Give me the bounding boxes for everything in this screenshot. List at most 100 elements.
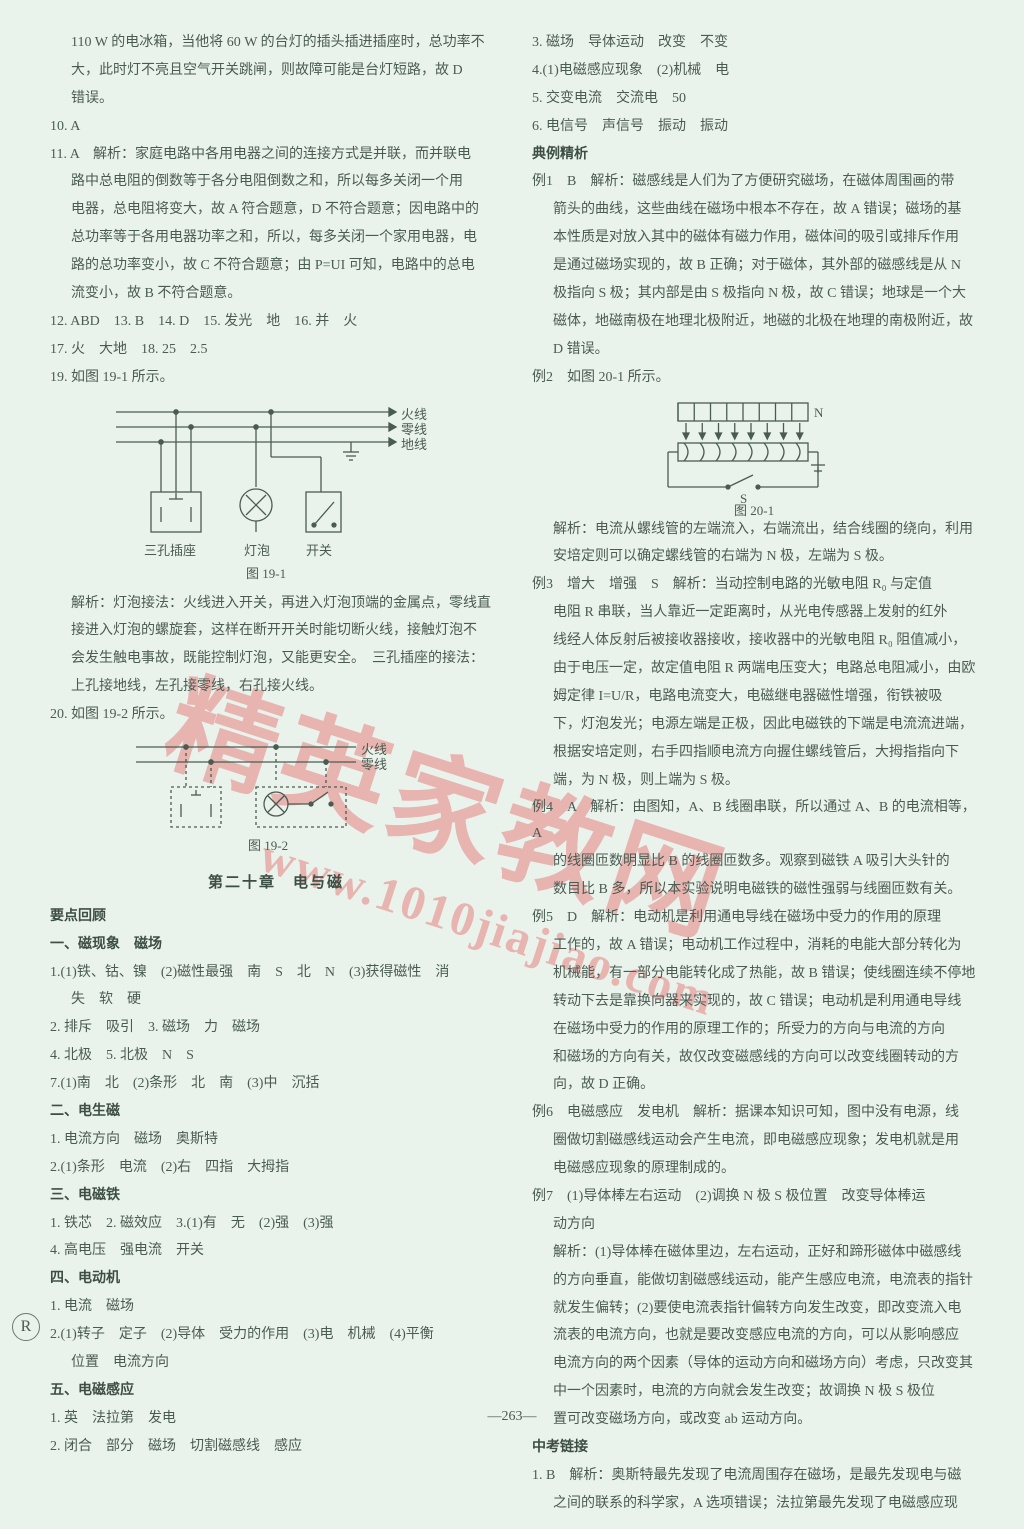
text-line: 安培定则可以确定螺线管的右端为 N 极，左端为 S 极。 bbox=[532, 544, 984, 570]
text-line: 大，此时灯不亮且空气开关跳闸，则故障可能是台灯短路，故 D bbox=[50, 58, 502, 84]
text-line: 端，为 N 极，则上端为 S 极。 bbox=[532, 768, 984, 794]
text-line: 三、电磁铁 bbox=[50, 1183, 502, 1209]
text-line: 线经人体反射后被接收器接收，接收器中的光敏电阻 R₀ 阻值减小， bbox=[532, 628, 984, 654]
text-line: 电磁感应现象的原理制成的。 bbox=[532, 1156, 984, 1182]
text-line: 动方向 bbox=[532, 1212, 984, 1238]
text-line: 解析：灯泡接法：火线进入开关，再进入灯泡顶端的金属点，零线直 bbox=[50, 591, 502, 617]
text-line: 工作的，故 A 错误；电动机工作过程中，消耗的电能大部分转化为 bbox=[532, 933, 984, 959]
text-line: 总功率等于各用电器功率之和，所以，每多关闭一个家用电器，电 bbox=[50, 225, 502, 251]
text-line: 上孔接地线，左孔接零线，右孔接火线。 bbox=[50, 674, 502, 700]
text-line: 第二十章 电与磁 bbox=[50, 870, 502, 898]
text-line: 向，故 D 正确。 bbox=[532, 1072, 984, 1098]
page-container: 110 W 的电冰箱，当他将 60 W 的台灯的插头插进插座时，总功率不大，此时… bbox=[0, 0, 1024, 1529]
label-bulb: 灯泡 bbox=[244, 539, 270, 563]
text-line: 接进入灯泡的螺旋套，这样在断开开关时能切断火线，接触灯泡不 bbox=[50, 618, 502, 644]
text-line: 例2 如图 20-1 所示。 bbox=[532, 365, 984, 391]
text-line: 2.(1)条形 电流 (2)右 四指 大拇指 bbox=[50, 1155, 502, 1181]
text-line: 1. 电流方向 磁场 奥斯特 bbox=[50, 1127, 502, 1153]
text-line: 11. A 解析：家庭电路中各用电器之间的连接方式是并联，而并联电 bbox=[50, 142, 502, 168]
text-line: 2.(1)转子 定子 (2)导体 受力的作用 (3)电 机械 (4)平衡 bbox=[50, 1322, 502, 1348]
text-line: 110 W 的电冰箱，当他将 60 W 的台灯的插头插进插座时，总功率不 bbox=[50, 30, 502, 56]
page-number: —263— bbox=[0, 1409, 1024, 1425]
text-line: 典例精析 bbox=[532, 142, 984, 168]
text-line: 下，灯泡发光；电源左端是正极，因此电磁铁的下端是电流流进端， bbox=[532, 712, 984, 738]
text-line: 中考链接 bbox=[532, 1435, 984, 1461]
text-line: D 错误。 bbox=[532, 337, 984, 363]
text-line: 二、电生磁 bbox=[50, 1099, 502, 1125]
text-line: 就发生偏转；(2)要使电流表指针偏转方向发生改变，即改变流入电 bbox=[532, 1296, 984, 1322]
text-line: 4.(1)电磁感应现象 (2)机械 电 bbox=[532, 58, 984, 84]
left-column: 110 W 的电冰箱，当他将 60 W 的台灯的插头插进插座时，总功率不大，此时… bbox=[50, 30, 502, 1519]
text-line: 17. 火 大地 18. 25 2.5 bbox=[50, 337, 502, 363]
text-line: 例6 电磁感应 发电机 解析：据课本知识可知，图中没有电源，线 bbox=[532, 1100, 984, 1126]
text-line: 转动下去是靠换向器来实现的，故 C 错误；电动机是利用通电导线 bbox=[532, 989, 984, 1015]
text-line: 位置 电流方向 bbox=[50, 1350, 502, 1376]
text-line: 路的总功率变小，故 C 不符合题意；由 P=UI 可知，电路中的总电 bbox=[50, 253, 502, 279]
text-line: 6. 电信号 声信号 振动 振动 bbox=[532, 114, 984, 140]
text-line: 例1 B 解析：磁感线是人们为了方便研究磁场，在磁体周围画的带 bbox=[532, 169, 984, 195]
caption-19-1: 图 19-1 bbox=[246, 562, 286, 586]
text-line: 根据安培定则，右手四指顺电流方向握住螺线管后，大拇指指向下 bbox=[532, 740, 984, 766]
text-line: 例3 增大 增强 S 解析：当动控制电路的光敏电阻 R₀ 与定值 bbox=[532, 572, 984, 598]
text-line: 的方向垂直，能做切割磁感线运动，能产生感应电流，电流表的指针 bbox=[532, 1268, 984, 1294]
right-column: 3. 磁场 导体运动 改变 不变4.(1)电磁感应现象 (2)机械 电5. 交变… bbox=[532, 30, 984, 1519]
text-line: 1.(1)铁、钴、镍 (2)磁性最强 南 S 北 N (3)获得磁性 消 bbox=[50, 960, 502, 986]
text-line: 流表的电流方向，也就是要改变感应电流的方向，可以从影响感应 bbox=[532, 1323, 984, 1349]
text-line: 姆定律 I=U/R，电路电流变大，电磁继电器磁性增强，衔铁被吸 bbox=[532, 684, 984, 710]
text-line: 圈做切割磁感线运动会产生电流，即电磁感应现象；发电机就是用 bbox=[532, 1128, 984, 1154]
text-line: 失 软 硬 bbox=[50, 987, 502, 1013]
text-line: 的线圈匝数明显比 B 的线圈匝数多。观察到磁铁 A 吸引大头针的 bbox=[532, 849, 984, 875]
text-line: 2. 闭合 部分 磁场 切割磁感线 感应 bbox=[50, 1434, 502, 1460]
text-line: 10. A bbox=[50, 114, 502, 140]
badge-r: R bbox=[12, 1313, 40, 1341]
text-line: 例4 A 解析：由图知，A、B 线圈串联，所以通过 A、B 的电流相等，A bbox=[532, 795, 984, 847]
text-line: 例5 D 解析：电动机是利用通电导线在磁场中受力的作用的原理 bbox=[532, 905, 984, 931]
text-line: 2. 排斥 吸引 3. 磁场 力 磁场 bbox=[50, 1015, 502, 1041]
text-line: 四、电动机 bbox=[50, 1266, 502, 1292]
text-line: 极指向 S 极；其内部是由 S 极指向 N 极，故 C 错误；地球是一个大 bbox=[532, 281, 984, 307]
text-line: 电流方向的两个因素（导体的运动方向和磁场方向）考虑，只改变其 bbox=[532, 1351, 984, 1377]
text-line: 中一个因素时，电流的方向就会发生改变；故调换 N 极 S 极位 bbox=[532, 1379, 984, 1405]
text-line: 电阻 R 串联，当人靠近一定距离时，从光电传感器上发射的红外 bbox=[532, 600, 984, 626]
text-line: 在磁场中受力的作用的原理工作的；所受力的方向与电流的方向 bbox=[532, 1017, 984, 1043]
text-line: 1. 电流 磁场 bbox=[50, 1294, 502, 1320]
label-socket: 三孔插座 bbox=[144, 539, 196, 563]
text-line: 20. 如图 19-2 所示。 bbox=[50, 702, 502, 728]
text-line: 7.(1)南 北 (2)条形 北 南 (3)中 沉括 bbox=[50, 1071, 502, 1097]
text-line: 箭头的曲线，这些曲线在磁场中根本不存在，故 A 错误；磁场的基 bbox=[532, 197, 984, 223]
text-line: 一、磁现象 磁场 bbox=[50, 932, 502, 958]
text-line: 本性质是对放入其中的磁体有磁力作用，磁体间的吸引或排斥作用 bbox=[532, 225, 984, 251]
text-line: 和磁场的方向有关，故仅改变磁感线的方向可以改变线圈转动的方 bbox=[532, 1045, 984, 1071]
text-line: 由于电压一定，故定值电阻 R 两端电压变大；电路总电阻减小，由欧 bbox=[532, 656, 984, 682]
text-line: 解析：(1)导体棒在磁体里边，左右运动，正好和蹄形磁体中磁感线 bbox=[532, 1240, 984, 1266]
caption-19-2: 图 19-2 bbox=[248, 834, 288, 858]
text-line: 会发生触电事故，既能控制灯泡，又能更安全。 三孔插座的接法： bbox=[50, 646, 502, 672]
text-line: 1. B 解析：奥斯特最先发现了电流周围存在磁场，是最先发现电与磁 bbox=[532, 1463, 984, 1489]
text-line: 流变小，故 B 不符合题意。 bbox=[50, 281, 502, 307]
label-earth: 地线 bbox=[401, 433, 427, 457]
text-line: 路中总电阻的倒数等于各分电阻倒数之和，所以每多关闭一个用 bbox=[50, 169, 502, 195]
text-line: 例7 (1)导体棒左右运动 (2)调换 N 极 S 极位置 改变导体棒运 bbox=[532, 1184, 984, 1210]
text-line: 5. 交变电流 交流电 50 bbox=[532, 86, 984, 112]
label-switch: 开关 bbox=[306, 539, 332, 563]
text-line: 1. 铁芯 2. 磁效应 3.(1)有 无 (2)强 (3)强 bbox=[50, 1211, 502, 1237]
label-n: N bbox=[814, 401, 823, 425]
text-line: 数目比 B 多，所以本实验说明电磁铁的磁性强弱与线圈匝数有关。 bbox=[532, 877, 984, 903]
diagram-20-1: N S 图 20-1 bbox=[658, 395, 858, 515]
text-line: 五、电磁感应 bbox=[50, 1378, 502, 1404]
text-line: 机械能，有一部分电能转化成了热能，故 B 错误；使线圈连续不停地 bbox=[532, 961, 984, 987]
text-line: 19. 如图 19-1 所示。 bbox=[50, 365, 502, 391]
text-line: 12. ABD 13. B 14. D 15. 发光 地 16. 并 火 bbox=[50, 309, 502, 335]
text-line: 磁体，地磁南极在地理北极附近，地磁的北极在地理的南极附近，故 bbox=[532, 309, 984, 335]
diagram-19-1: 火线 零线 地线 三孔插座 灯泡 开关 图 19-1 bbox=[106, 397, 446, 587]
caption-20-1: 图 20-1 bbox=[734, 499, 774, 523]
diagram-19-2: 火线 零线 图 19-2 bbox=[126, 732, 426, 862]
text-line: 错误。 bbox=[50, 86, 502, 112]
text-line: 4. 高电压 强电流 开关 bbox=[50, 1238, 502, 1264]
text-line: 电器，总电阻将变大，故 A 符合题意，D 不符合题意；因电路中的 bbox=[50, 197, 502, 223]
text-line: 之间的联系的科学家，A 选项错误；法拉第最先发现了电磁感应现 bbox=[532, 1491, 984, 1517]
text-line: 是通过磁场实现的，故 B 正确；对于磁体，其外部的磁感线是从 N bbox=[532, 253, 984, 279]
text-line: 要点回顾 bbox=[50, 904, 502, 930]
text-line: 4. 北极 5. 北极 N S bbox=[50, 1043, 502, 1069]
text-line: 3. 磁场 导体运动 改变 不变 bbox=[532, 30, 984, 56]
